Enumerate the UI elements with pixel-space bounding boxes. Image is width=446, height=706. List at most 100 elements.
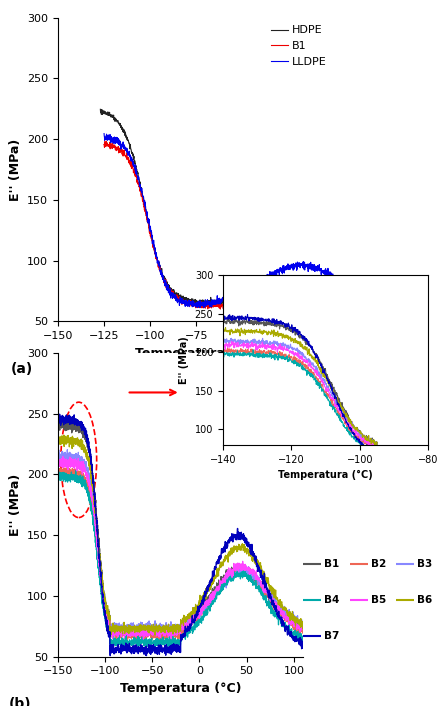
- B6: [153, 631, 158, 640]
- LLDPE: [197, 304, 202, 312]
- LLDPE: [101, 129, 107, 138]
- HDPE: [199, 296, 205, 304]
- B1: [332, 277, 337, 285]
- B7: [107, 652, 113, 660]
- B1: [140, 195, 146, 203]
- Y-axis label: E'' (MPa): E'' (MPa): [179, 336, 189, 384]
- B6: [280, 602, 285, 611]
- B1: [101, 140, 107, 149]
- B7: [55, 415, 61, 424]
- Legend: HDPE, B1, LLDPE: HDPE, B1, LLDPE: [268, 23, 329, 68]
- LLDPE: [202, 299, 207, 308]
- B4: [146, 637, 152, 645]
- B5: [301, 626, 306, 634]
- Text: B6: B6: [417, 595, 432, 605]
- B1: [62, 417, 67, 425]
- HDPE: [226, 296, 231, 304]
- B1: [145, 632, 150, 640]
- B4: [301, 634, 306, 642]
- B1: [146, 625, 152, 633]
- B4: [108, 643, 113, 652]
- Line: HDPE: HDPE: [100, 109, 334, 305]
- B7: [280, 618, 285, 626]
- B1: [103, 137, 109, 145]
- B2: [55, 464, 61, 472]
- B5: [140, 635, 146, 643]
- B5: [80, 463, 86, 472]
- B4: [280, 616, 285, 624]
- B6: [301, 619, 306, 628]
- Y-axis label: E'' (MPa): E'' (MPa): [8, 138, 21, 201]
- B2: [58, 468, 63, 477]
- B6: [61, 431, 66, 439]
- B3: [80, 456, 86, 465]
- B3: [129, 623, 135, 631]
- B1: [280, 613, 285, 621]
- B2: [280, 611, 285, 620]
- B7: [58, 421, 63, 429]
- Y-axis label: E'' (MPa): E'' (MPa): [8, 474, 21, 536]
- B2: [146, 629, 152, 638]
- B5: [146, 628, 152, 637]
- Line: B1: B1: [58, 421, 303, 636]
- B7: [146, 648, 152, 657]
- HDPE: [221, 297, 226, 305]
- HDPE: [177, 293, 182, 301]
- B3: [199, 609, 205, 617]
- B6: [58, 440, 63, 448]
- B1: [202, 302, 207, 311]
- B6: [199, 595, 205, 604]
- Text: (b): (b): [9, 698, 32, 706]
- LLDPE: [140, 192, 145, 201]
- B4: [55, 474, 61, 483]
- B3: [301, 620, 306, 628]
- B3: [280, 604, 285, 612]
- Line: B4: B4: [58, 470, 303, 647]
- B7: [57, 410, 62, 419]
- B2: [199, 606, 205, 615]
- Text: B1: B1: [324, 559, 339, 569]
- B3: [58, 453, 63, 462]
- LLDPE: [179, 297, 184, 306]
- B6: [55, 437, 61, 445]
- B3: [65, 445, 70, 454]
- B1: [132, 171, 137, 179]
- Line: LLDPE: LLDPE: [104, 133, 334, 308]
- B4: [80, 477, 86, 486]
- B3: [138, 629, 144, 638]
- Line: B1: B1: [104, 141, 334, 309]
- B6: [146, 628, 151, 636]
- B1: [223, 291, 228, 299]
- B1: [179, 300, 185, 309]
- B6: [80, 441, 86, 449]
- B2: [301, 623, 306, 631]
- LLDPE: [227, 295, 233, 304]
- X-axis label: Temperatura (°C): Temperatura (°C): [278, 470, 373, 480]
- HDPE: [98, 105, 103, 114]
- X-axis label: Temperatura (°C): Temperatura (°C): [136, 347, 257, 359]
- B7: [301, 641, 306, 650]
- B4: [73, 466, 78, 474]
- B6: [129, 626, 135, 635]
- B7: [129, 643, 135, 652]
- Text: B4: B4: [324, 595, 339, 605]
- Line: B2: B2: [58, 467, 303, 641]
- B5: [199, 607, 205, 616]
- Text: B2: B2: [371, 559, 386, 569]
- B2: [129, 628, 135, 636]
- B5: [129, 630, 135, 639]
- B4: [58, 472, 63, 480]
- Text: (a): (a): [11, 362, 33, 376]
- LLDPE: [223, 294, 228, 303]
- Line: B6: B6: [58, 435, 303, 635]
- B5: [58, 461, 63, 469]
- B3: [55, 451, 61, 460]
- B5: [55, 455, 61, 463]
- B1: [129, 624, 135, 633]
- HDPE: [129, 148, 134, 156]
- B1: [55, 419, 61, 427]
- HDPE: [332, 292, 337, 300]
- LLDPE: [332, 274, 337, 282]
- B3: [146, 623, 152, 632]
- B1: [199, 604, 205, 613]
